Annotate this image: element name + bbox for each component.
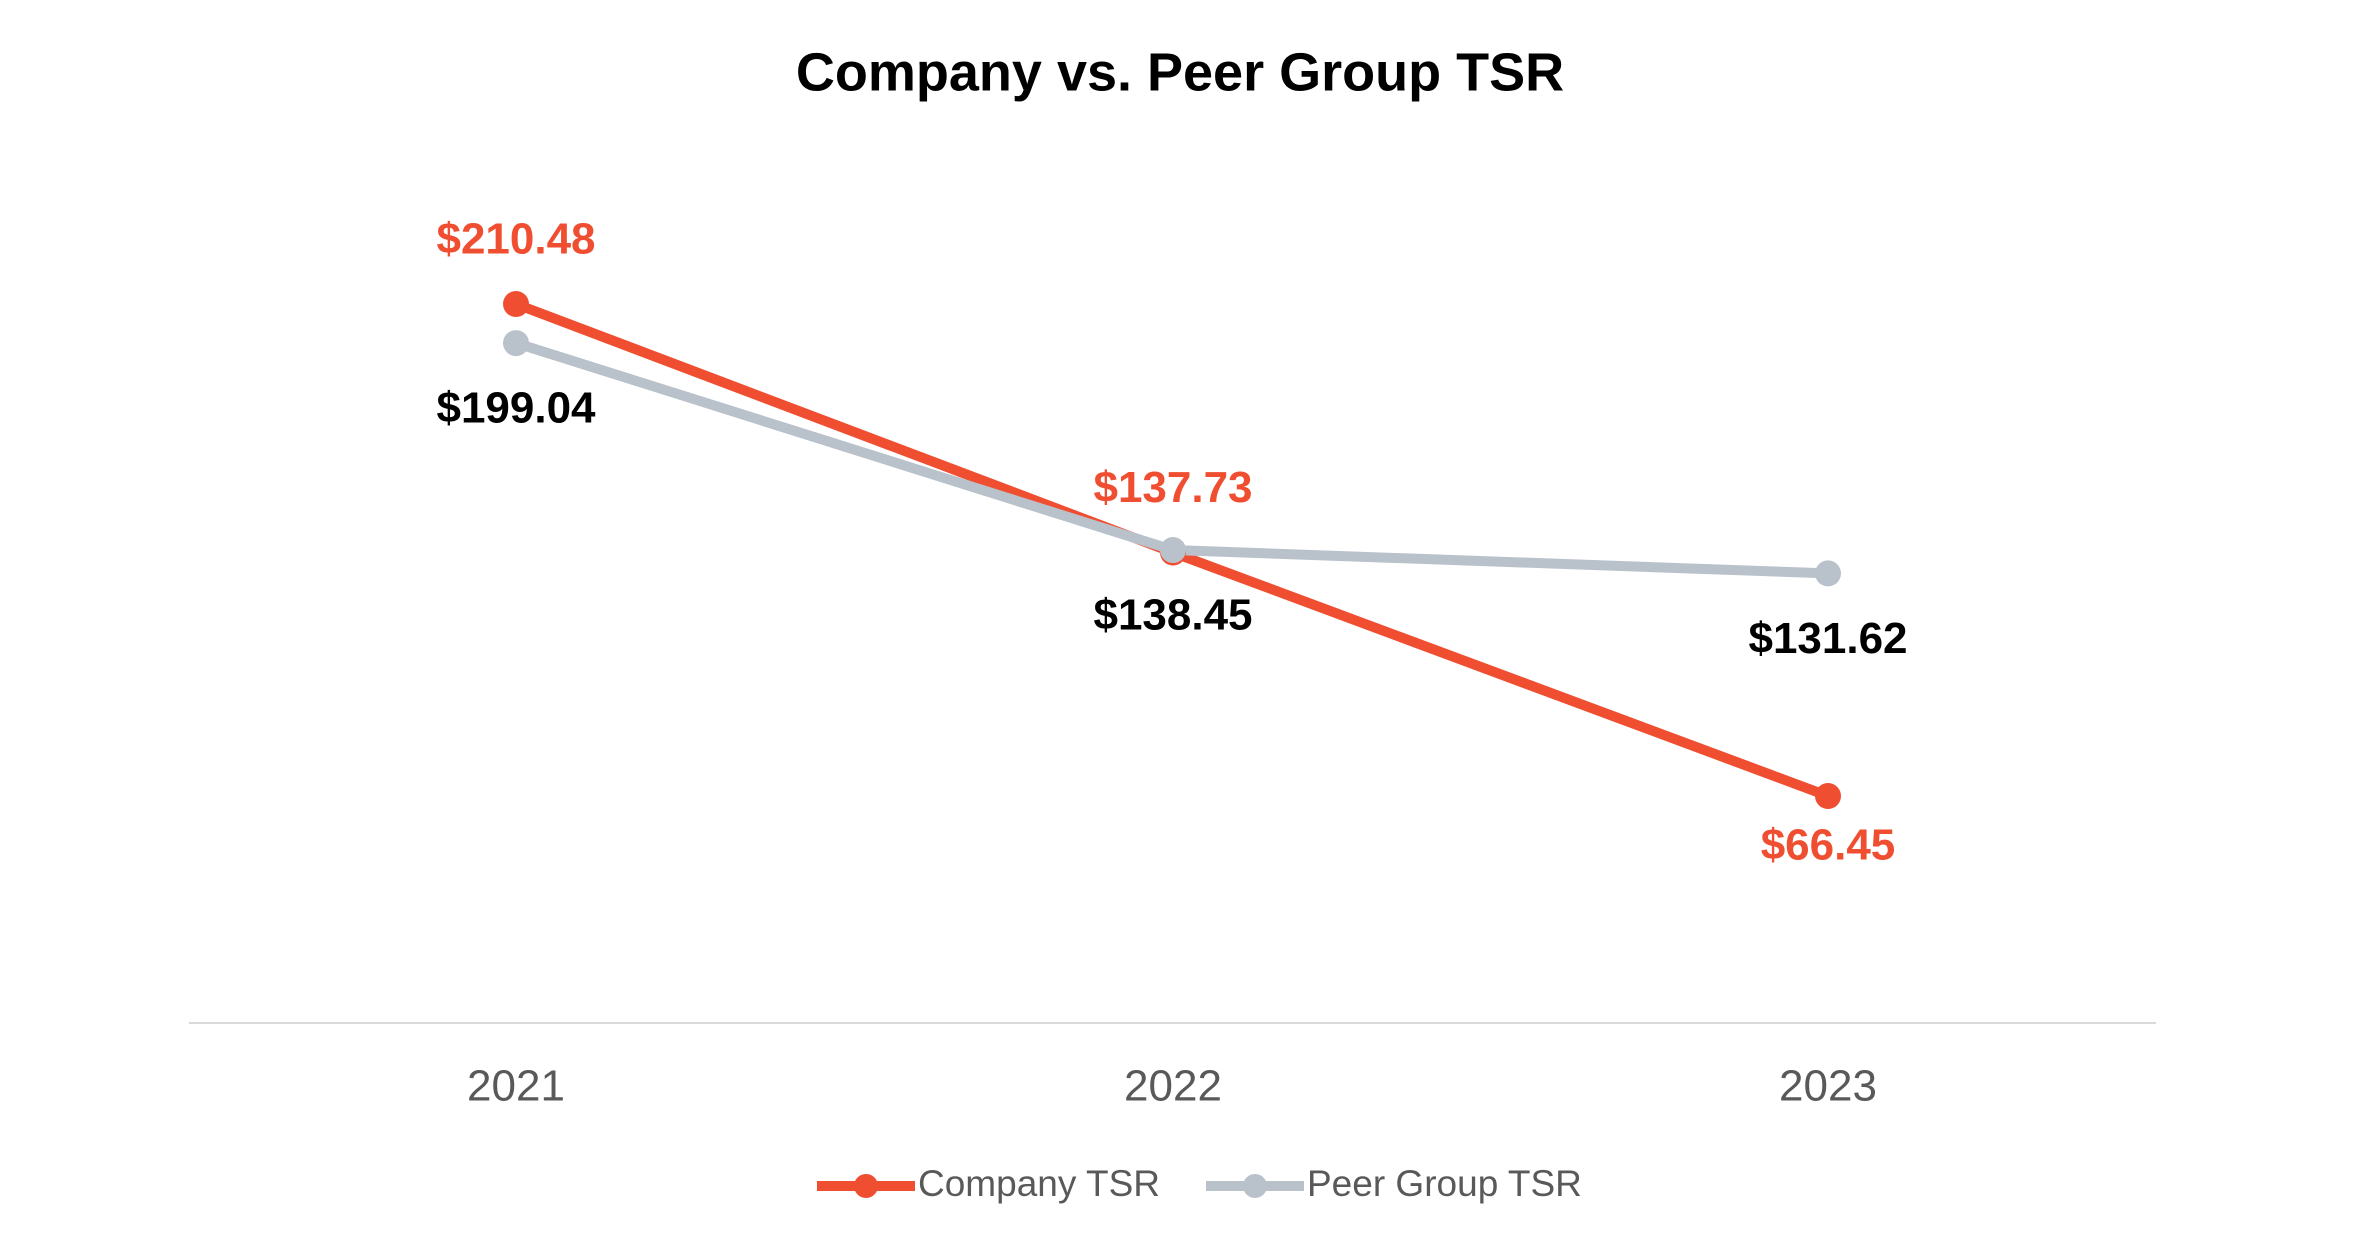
- data-point: [1815, 560, 1841, 587]
- legend-label: Company TSR: [918, 1163, 1160, 1204]
- data-point: [1160, 537, 1186, 564]
- x-tick-label: 2021: [467, 1062, 565, 1111]
- data-label: $138.45: [1093, 591, 1252, 640]
- x-tick-label: 2022: [1124, 1062, 1222, 1111]
- legend-marker: [1243, 1174, 1267, 1198]
- data-point: [1815, 783, 1841, 810]
- data-label: $131.62: [1748, 614, 1907, 663]
- legend-label: Peer Group TSR: [1307, 1163, 1582, 1204]
- data-point: [503, 291, 529, 318]
- chart-title: Company vs. Peer Group TSR: [796, 42, 1564, 102]
- data-point: [503, 330, 529, 357]
- data-label: $66.45: [1761, 821, 1896, 870]
- x-tick-label: 2023: [1779, 1062, 1877, 1111]
- legend-marker: [854, 1174, 878, 1198]
- data-label: $199.04: [436, 384, 596, 433]
- data-label: $210.48: [436, 215, 595, 264]
- data-label: $137.73: [1093, 463, 1252, 512]
